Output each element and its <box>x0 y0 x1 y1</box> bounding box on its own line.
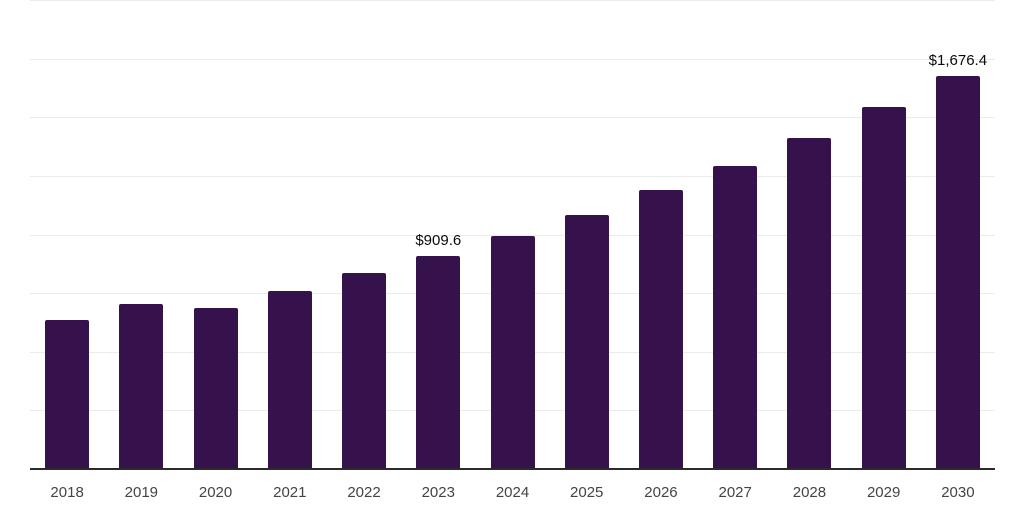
bar-2025 <box>564 214 609 469</box>
bar-2027 <box>713 165 758 469</box>
bar-2024 <box>490 235 535 469</box>
x-axis-line <box>30 468 995 470</box>
bar-2028 <box>787 138 832 469</box>
x-axis-tick-labels: 2018 2019 2020 2021 2022 2023 2024 2025 2026 2027… <box>30 483 995 507</box>
gridline <box>30 117 995 119</box>
x-axis-label-2020: 2020 <box>198 484 233 501</box>
x-axis-label-2025: 2025 <box>570 484 604 501</box>
x-axis-label-2018: 2018 <box>50 484 84 501</box>
gridline <box>30 58 995 60</box>
bar-value-label-2030: $1,676.4 <box>928 51 988 69</box>
bar-2030 <box>935 75 980 469</box>
bar-2029 <box>861 107 906 469</box>
bar-2019 <box>119 304 164 469</box>
x-axis-label-2019: 2019 <box>124 484 159 501</box>
bar-2022 <box>342 273 387 469</box>
x-axis-label-2023: 2023 <box>421 484 455 501</box>
gridline <box>30 234 995 236</box>
x-axis-label-2030: 2030 <box>941 484 975 501</box>
bar-2021 <box>267 291 312 469</box>
x-axis-label-2022: 2022 <box>347 484 381 501</box>
x-axis-label-2029: 2029 <box>866 484 901 501</box>
x-axis-label-2026: 2026 <box>644 484 678 501</box>
gridline <box>30 0 995 1</box>
x-axis-label-2021: 2021 <box>273 484 307 501</box>
x-axis-label-2028: 2028 <box>792 484 827 501</box>
bar-value-label-2023: $909.6 <box>415 231 462 249</box>
plot-area: $909.6 $1,676.4 <box>30 0 995 470</box>
x-axis-label-2024: 2024 <box>495 484 530 501</box>
x-axis-label-2027: 2027 <box>718 484 752 501</box>
bar-2026 <box>638 190 683 469</box>
bar-2023 <box>416 255 461 469</box>
gridline <box>30 175 995 177</box>
bar-2020 <box>193 307 238 469</box>
bar-2018 <box>45 320 90 469</box>
